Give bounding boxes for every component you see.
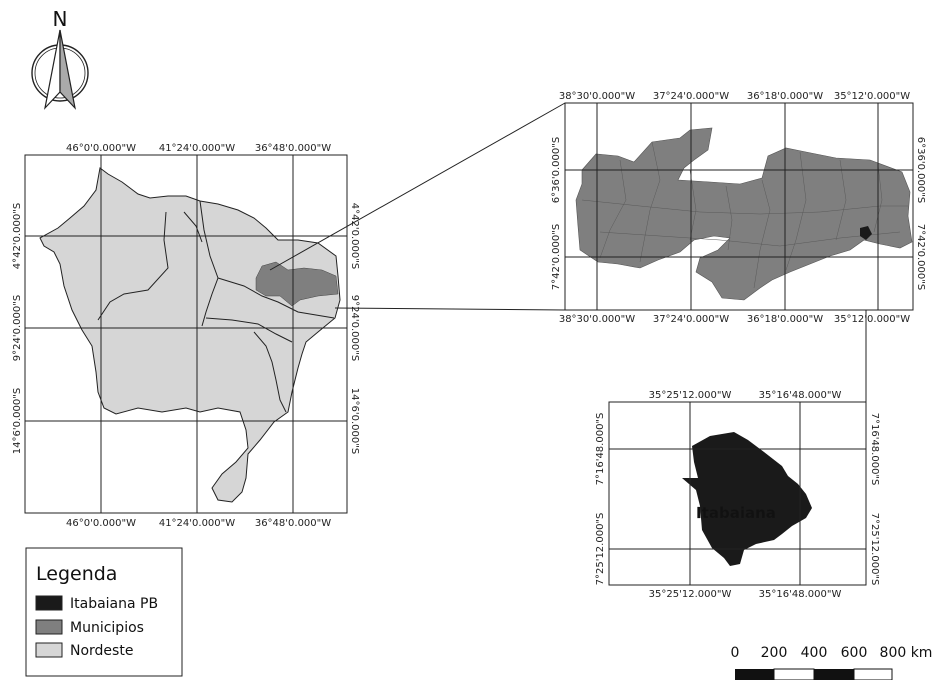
itabaiana-left-lat-1: 7°16'48.000"S	[595, 413, 606, 486]
paraiba-right-lat-1: 6°36'0.000"S	[915, 137, 926, 203]
north-letter: N	[53, 7, 68, 31]
scale-bar: 0 200 400 600 800 km	[731, 645, 933, 680]
map-nordeste-grid	[25, 155, 347, 513]
nordeste-top-lon-3: 36°48'0.000"W	[255, 143, 331, 154]
nordeste-state-borders	[97, 200, 335, 413]
nordeste-left-lat-3: 14°6'0.000"S	[12, 388, 23, 454]
legend-label-municipios: Municipios	[70, 620, 144, 636]
paraiba-top-lon-2: 37°24'0.000"W	[653, 91, 729, 102]
scale-label-600: 600	[841, 645, 868, 661]
nordeste-right-lat-1: 4°42'0.000"S	[349, 203, 360, 269]
map-paraiba-grid	[565, 103, 913, 310]
itabaiana-label: Itabaiana	[696, 504, 776, 522]
nordeste-region	[39, 167, 341, 503]
map-itabaiana: Itabaiana 35°25'12.000"W 35°16'48.000"W …	[595, 390, 880, 600]
paraiba-bottom-lon-4: 35°12'0.000"W	[834, 314, 910, 325]
map-paraiba: 38°30'0.000"W 37°24'0.000"W 36°18'0.000"…	[551, 91, 926, 325]
paraiba-top-lon-1: 38°30'0.000"W	[559, 91, 635, 102]
paraiba-top-lon-4: 35°12'0.000"W	[834, 91, 910, 102]
paraiba-left-lat-1: 6°36'0.000"S	[551, 137, 562, 203]
legend-swatch-nordeste	[35, 642, 63, 658]
scale-segment-3	[814, 669, 854, 680]
legend: Legenda Itabaiana PB Municipios Nordeste	[25, 547, 183, 677]
legend-title: Legenda	[36, 563, 117, 585]
north-arrow: N	[31, 7, 89, 110]
nordeste-right-lat-2: 9°24'0.000"S	[349, 295, 360, 361]
scale-label-400: 400	[801, 645, 828, 661]
paraiba-bottom-lon-2: 37°24'0.000"W	[653, 314, 729, 325]
scale-segment-4	[853, 668, 893, 680]
legend-label-itabaiana: Itabaiana PB	[70, 596, 158, 612]
itabaiana-bottom-lon-2: 35°16'48.000"W	[759, 589, 842, 600]
paraiba-bottom-lon-1: 38°30'0.000"W	[559, 314, 635, 325]
compass-icon	[31, 29, 89, 110]
itabaiana-municipio	[682, 432, 812, 566]
itabaiana-top-lon-1: 35°25'12.000"W	[649, 390, 732, 401]
nordeste-bottom-lon-1: 46°0'0.000"W	[66, 518, 136, 529]
scale-segment-2	[773, 668, 815, 680]
scale-label-0: 0	[731, 645, 740, 661]
itabaiana-left-lat-2: 7°25'12.000"S	[595, 513, 606, 586]
paraiba-left-lat-2: 7°42'0.000"S	[551, 224, 562, 290]
nordeste-bottom-lon-2: 41°24'0.000"W	[159, 518, 235, 529]
nordeste-top-lon-2: 41°24'0.000"W	[159, 143, 235, 154]
scale-label-200: 200	[761, 645, 788, 661]
legend-swatch-municipios	[35, 619, 63, 635]
nordeste-left-lat-2: 9°24'0.000"S	[12, 295, 23, 361]
itabaiana-bottom-lon-1: 35°25'12.000"W	[649, 589, 732, 600]
itabaiana-right-lat-1: 7°16'48.000"S	[869, 413, 880, 486]
itabaiana-top-lon-2: 35°16'48.000"W	[759, 390, 842, 401]
paraiba-top-lon-3: 36°18'0.000"W	[747, 91, 823, 102]
scale-segment-1	[735, 669, 774, 680]
nordeste-right-lat-3: 14°6'0.000"S	[349, 388, 360, 454]
nordeste-top-lon-1: 46°0'0.000"W	[66, 143, 136, 154]
itabaiana-right-lat-2: 7°25'12.000"S	[869, 513, 880, 586]
nordeste-left-lat-1: 4°42'0.000"S	[12, 203, 23, 269]
paraiba-right-lat-2: 7°42'0.000"S	[915, 224, 926, 290]
paraiba-municipio-borders	[581, 141, 908, 289]
map-itabaiana-grid	[609, 402, 866, 585]
scale-label-800: 800 km	[880, 645, 933, 661]
paraiba-bottom-lon-3: 36°18'0.000"W	[747, 314, 823, 325]
legend-swatch-itabaiana	[35, 595, 63, 611]
map-nordeste: 46°0'0.000"W 41°24'0.000"W 36°48'0.000"W…	[12, 143, 360, 529]
legend-label-nordeste: Nordeste	[70, 643, 133, 659]
itabaiana-location	[860, 226, 872, 240]
nordeste-bottom-lon-3: 36°48'0.000"W	[255, 518, 331, 529]
